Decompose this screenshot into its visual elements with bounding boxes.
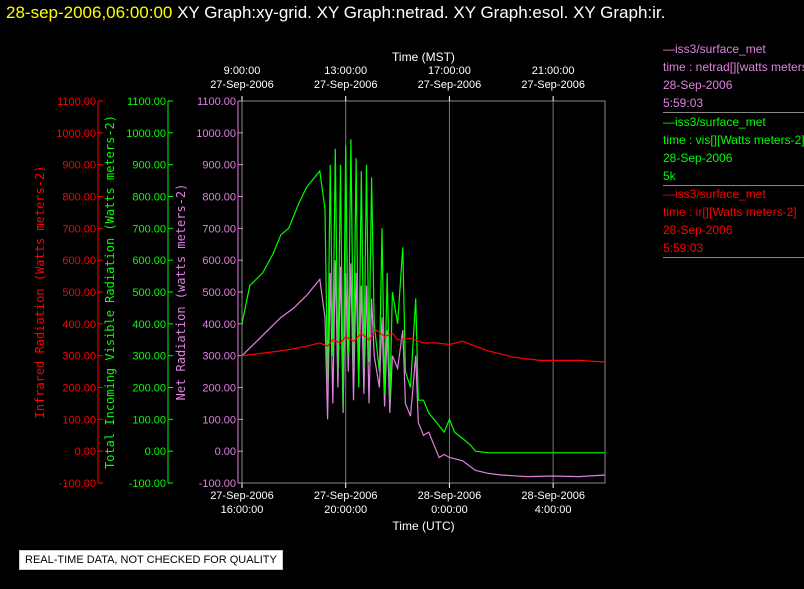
y-tick-label: 700.00 [62, 223, 96, 235]
y-tick-label: 100.00 [202, 414, 236, 426]
y-tick-label: -100.00 [59, 478, 96, 490]
y-tick-label: 300.00 [202, 351, 236, 363]
bottom-axis-label: Time (UTC) [392, 519, 454, 533]
legend-entry-netrad: —iss3/surface_met time : netrad[][watts … [663, 40, 804, 113]
y-tick-label: 800.00 [132, 192, 166, 204]
y-tick-label: 400.00 [132, 319, 166, 331]
y-axis-label: Infrared Radiation (Watts meters-2) [33, 166, 47, 419]
graph-name-netrad: XY Graph:netrad. [316, 3, 449, 22]
graph-name-esol: XY Graph:esol. [453, 3, 569, 22]
y-tick-label: 500.00 [132, 287, 166, 299]
legend-date-netrad: 28-Sep-2006 [663, 78, 733, 92]
legend-date-ir: 28-Sep-2006 [663, 223, 733, 237]
bottom-tick-date: 27-Sep-2006 [210, 490, 274, 502]
legend-time-ir: 5:59:03 [663, 241, 704, 255]
top-tick-time: 21:00:00 [532, 65, 575, 77]
graph-name-ir: XY Graph:ir. [573, 3, 666, 22]
graph-name-xy-grid: XY Graph:xy-grid. [177, 3, 312, 22]
y-axis-label: Total Incoming Visible Radiation (Watts … [103, 115, 117, 469]
y-tick-label: 1100.00 [127, 96, 166, 108]
y-tick-label: 500.00 [62, 287, 96, 299]
bottom-tick-date: 28-Sep-2006 [418, 490, 482, 502]
y-tick-label: 100.00 [62, 414, 96, 426]
top-tick-time: 9:00:00 [224, 65, 261, 77]
legend-entry-ir: —iss3/surface_met time : ir[][Watts mete… [663, 185, 804, 258]
legend-time-vis: 5k [663, 169, 676, 183]
y-tick-label: 1100.00 [57, 96, 96, 108]
y-tick-label: 800.00 [202, 192, 236, 204]
y-tick-label: 600.00 [132, 255, 166, 267]
legend-source-ir: —iss3/surface_met [663, 187, 766, 201]
legend-time-netrad: 5:59:03 [663, 96, 704, 110]
y-tick-label: 1100.00 [197, 96, 236, 108]
plot-frame [241, 100, 606, 484]
series-line-vis [241, 139, 605, 454]
y-tick-label: 700.00 [202, 223, 236, 235]
y-tick-label: 500.00 [202, 287, 236, 299]
legend-source-netrad: —iss3/surface_met [663, 42, 766, 56]
bottom-tick-time: 16:00:00 [221, 504, 264, 516]
y-tick-label: -100.00 [129, 478, 166, 490]
top-tick-date: 27-Sep-2006 [314, 79, 378, 91]
y-tick-label: 400.00 [202, 319, 236, 331]
y-tick-label: 0.00 [145, 446, 166, 458]
y-tick-label: 900.00 [202, 160, 236, 172]
y-tick-label: 900.00 [132, 160, 166, 172]
y-tick-label: 200.00 [202, 383, 236, 395]
top-tick-date: 27-Sep-2006 [521, 79, 585, 91]
y-tick-label: 1000.00 [126, 128, 166, 140]
top-axis-label: Time (MST) [392, 50, 455, 64]
y-tick-label: 400.00 [62, 319, 96, 331]
legend-source-vis: —iss3/surface_met [663, 115, 766, 129]
y-tick-label: 900.00 [62, 160, 96, 172]
top-tick-date: 27-Sep-2006 [418, 79, 482, 91]
y-tick-label: -100.00 [199, 478, 236, 490]
y-tick-label: 600.00 [62, 255, 96, 267]
quality-notice: REAL-TIME DATA, NOT CHECKED FOR QUALITY [19, 550, 283, 570]
y-tick-label: 200.00 [132, 383, 166, 395]
bottom-tick-date: 27-Sep-2006 [314, 490, 378, 502]
legend-date-vis: 28-Sep-2006 [663, 151, 733, 165]
y-tick-label: 300.00 [62, 351, 96, 363]
legend-variable-netrad: time : netrad[][watts meters-2] [663, 60, 804, 74]
y-tick-label: 600.00 [202, 255, 236, 267]
y-tick-label: 200.00 [62, 383, 96, 395]
legend-variable-ir: time : ir[][Watts meters-2] [663, 205, 797, 219]
top-tick-time: 17:00:00 [428, 65, 471, 77]
bottom-tick-time: 20:00:00 [324, 504, 367, 516]
legend-entry-vis: —iss3/surface_met time : vis[][Watts met… [663, 113, 804, 186]
bottom-tick-time: 0:00:00 [431, 504, 468, 516]
y-tick-label: 0.00 [75, 446, 96, 458]
top-tick-date: 27-Sep-2006 [210, 79, 274, 91]
y-tick-label: 1000.00 [196, 128, 236, 140]
y-tick-label: 0.00 [215, 446, 236, 458]
series-line-ir [241, 329, 606, 363]
legend-variable-vis: time : vis[][Watts meters-2] [663, 133, 804, 147]
graph-title-bar: 28-sep-2006,06:00:00 XY Graph:xy-grid. X… [6, 2, 665, 24]
y-tick-label: 700.00 [132, 223, 166, 235]
y-tick-label: 1000.00 [56, 128, 96, 140]
bottom-tick-date: 28-Sep-2006 [521, 490, 585, 502]
bottom-tick-time: 4:00:00 [535, 504, 572, 516]
timestamp-title: 28-sep-2006,06:00:00 [6, 3, 173, 22]
y-tick-label: 800.00 [62, 192, 96, 204]
series-line-netrad [241, 260, 606, 478]
y-tick-label: 100.00 [132, 414, 166, 426]
y-tick-label: 300.00 [132, 351, 166, 363]
y-axis-label: Net Radiation (watts meters-2) [174, 184, 188, 401]
top-tick-time: 13:00:00 [324, 65, 367, 77]
